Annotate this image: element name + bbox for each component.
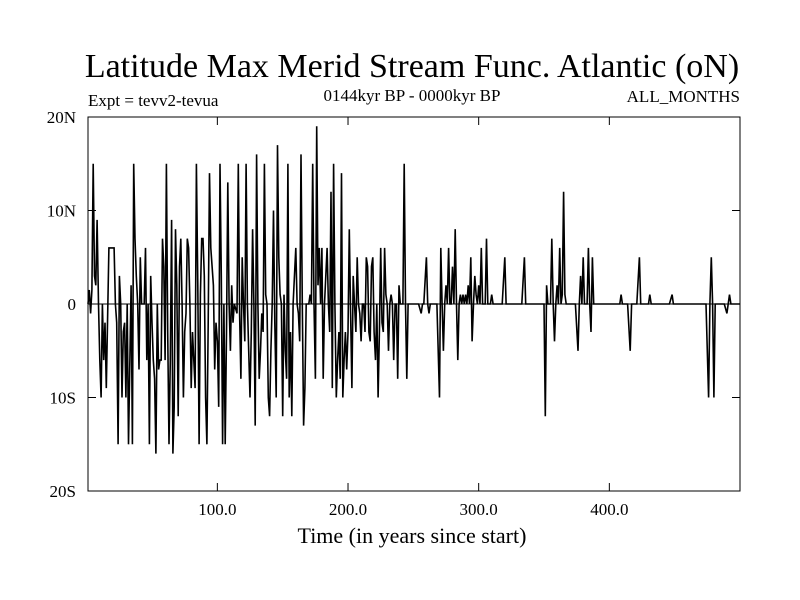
x-tick-label: 200.0: [329, 500, 367, 519]
series-line: [87, 126, 740, 454]
y-tick-label: 10S: [50, 389, 76, 408]
y-tick-label: 10N: [47, 202, 76, 221]
months-label: ALL_MONTHS: [627, 87, 740, 106]
x-axis-label: Time (in years since start): [298, 523, 527, 548]
x-tick-label: 300.0: [460, 500, 498, 519]
period-label: 0144kyr BP - 0000kyr BP: [324, 86, 501, 105]
x-axis: 100.0 200.0 300.0 400.0: [198, 117, 628, 519]
experiment-label: Expt = tevv2-tevua: [88, 91, 219, 110]
y-tick-label: 20N: [47, 108, 76, 127]
chart-title: Latitude Max Merid Stream Func. Atlantic…: [85, 48, 739, 85]
y-tick-label: 20S: [50, 482, 76, 501]
y-tick-label: 0: [68, 295, 77, 314]
x-tick-label: 400.0: [590, 500, 628, 519]
x-tick-label: 100.0: [198, 500, 236, 519]
